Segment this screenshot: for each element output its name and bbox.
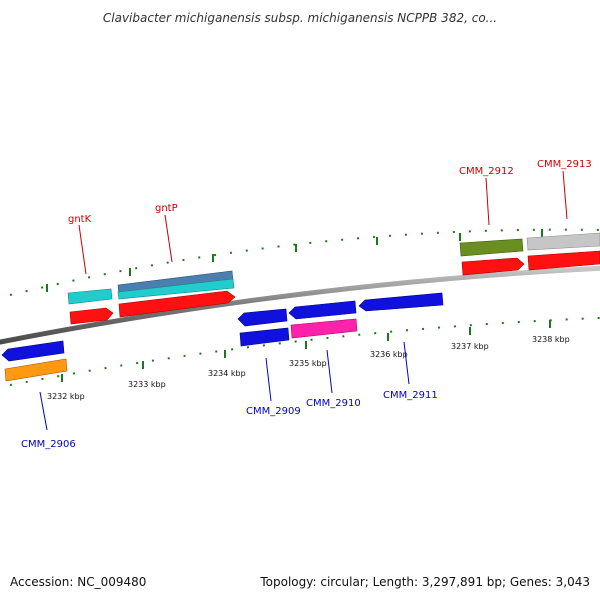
gene-CMM_2906-feature-orange[interactable] <box>4 358 68 382</box>
gene-CMM_2913-feature-gray[interactable] <box>526 232 600 251</box>
topology-summary-text: Topology: circular; Length: 3,297,891 bp… <box>260 575 590 589</box>
scale-label: 3236 kbp <box>370 350 408 359</box>
gene-CMM_2906-feature-blue[interactable] <box>1 340 65 362</box>
scale-label: 3237 kbp <box>451 342 489 351</box>
scale-label: 3235 kbp <box>289 359 327 368</box>
gene-label-CMM_2911[interactable]: CMM_2911 <box>383 390 438 401</box>
CMM_2911-leader-line <box>403 341 410 385</box>
gene-label-CMM_2906[interactable]: CMM_2906 <box>21 439 76 450</box>
gene-CMM_2909-feature-blue-upper[interactable] <box>237 308 288 327</box>
gene-CMM_2912-feature-red[interactable] <box>461 257 525 276</box>
gene-gntK-feature-red[interactable] <box>69 307 114 325</box>
gntP-leader-line <box>164 214 173 263</box>
gene-CMM_2911-feature-blue[interactable] <box>358 292 444 312</box>
gene-label-CMM_2910[interactable]: CMM_2910 <box>306 398 361 409</box>
scale-label: 3232 kbp <box>47 392 85 401</box>
gene-CMM_2910-feature-magenta[interactable] <box>290 318 358 339</box>
CMM_2909-leader-line <box>265 357 272 402</box>
scale-label: 3238 kbp <box>532 335 570 344</box>
scale-label: 3233 kbp <box>128 380 166 389</box>
gntK-leader-line <box>78 224 87 275</box>
CMM_2906-leader-line <box>39 391 48 431</box>
accession-text: Accession: NC_009480 <box>10 575 147 589</box>
gene-label-CMM_2909[interactable]: CMM_2909 <box>246 406 301 417</box>
map-title: Clavibacter michiganensis subsp. michiga… <box>102 11 498 25</box>
CMM_2913-leader-line <box>562 170 568 220</box>
lower-ruler <box>9 317 600 386</box>
scale-label: 3234 kbp <box>208 369 246 378</box>
CMM_2912-leader-line <box>485 177 490 226</box>
gene-label-CMM_2913[interactable]: CMM_2913 <box>537 159 592 170</box>
genome-backbone <box>0 265 600 345</box>
CMM_2910-leader-line <box>326 349 333 394</box>
upper-ruler <box>9 228 600 296</box>
gene-CMM_2912-feature-olive[interactable] <box>459 238 524 257</box>
gene-gntP-feature-red[interactable] <box>118 290 236 318</box>
gene-gntP-feature-cyan[interactable] <box>117 278 235 300</box>
gene-gntK-feature-cyan[interactable] <box>67 288 113 305</box>
gene-label-gntP[interactable]: gntP <box>155 203 178 214</box>
gene-CMM_2909-feature-blue-lower[interactable] <box>239 327 290 347</box>
gene-CMM_2913-feature-red[interactable] <box>527 250 600 271</box>
gene-CMM_2910-feature-blue[interactable] <box>288 300 357 320</box>
gene-label-gntK[interactable]: gntK <box>68 214 92 225</box>
gene-label-CMM_2912[interactable]: CMM_2912 <box>459 166 514 177</box>
